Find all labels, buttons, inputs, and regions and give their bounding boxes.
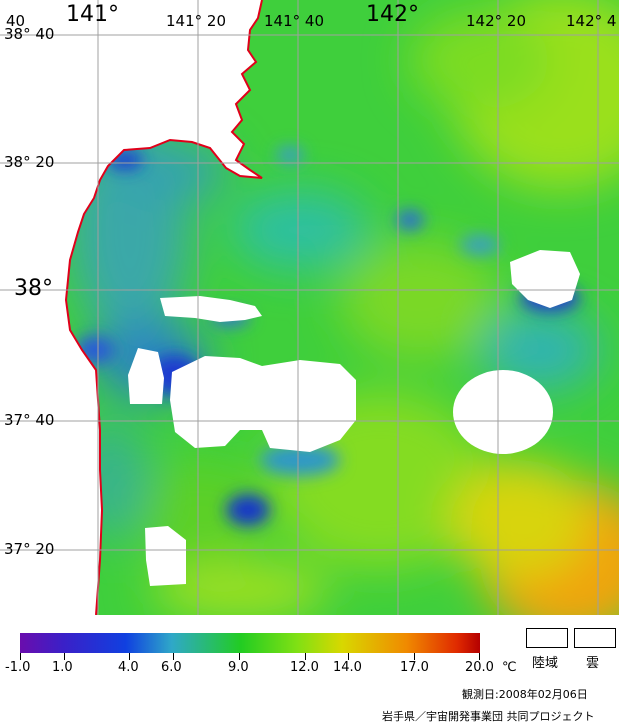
lat-label: 37° 40 xyxy=(4,411,55,429)
lon-label: 142° xyxy=(366,2,419,27)
cloud-area xyxy=(510,250,580,308)
lon-label: 141° xyxy=(66,2,119,27)
cloud-area xyxy=(145,526,186,586)
colorbar-tick xyxy=(305,653,306,660)
colorbar-tick xyxy=(173,653,174,660)
temperature-colorbar xyxy=(20,633,480,653)
cloud-legend-swatch xyxy=(574,628,616,648)
cloud-areas xyxy=(128,250,580,586)
cloud-legend-label: 雲 xyxy=(586,656,600,671)
project-credit: 岩手県／宇宙開発事業団 共同プロジェクト xyxy=(382,710,595,723)
land-area xyxy=(0,0,262,615)
colorbar-tick xyxy=(239,653,240,660)
colorbar-tick xyxy=(64,653,65,660)
graticule xyxy=(0,0,619,615)
lon-label: 40 xyxy=(6,12,26,30)
cloud-area xyxy=(128,348,164,404)
cloud-area xyxy=(160,296,262,322)
cloud-area xyxy=(453,370,553,454)
lon-label: 141° 40 xyxy=(264,12,324,30)
lat-label: 38° xyxy=(14,276,53,301)
lon-label: 142° 20 xyxy=(466,12,526,30)
colorbar-tick-label: 14.0 xyxy=(333,660,362,675)
colorbar-tick-label: -1.0 xyxy=(5,660,31,675)
colorbar-tick xyxy=(129,653,130,660)
cloud-area xyxy=(170,356,356,452)
land-legend-swatch xyxy=(526,628,568,648)
colorbar-tick xyxy=(20,653,21,660)
coastline xyxy=(64,0,263,615)
colorbar-tick-label: 6.0 xyxy=(161,660,182,675)
observation-date: 観測日:2008年02月06日 xyxy=(462,688,588,701)
colorbar-tick xyxy=(414,653,415,660)
colorbar-tick-label: 12.0 xyxy=(290,660,319,675)
lat-label: 38° 20 xyxy=(4,153,55,171)
colorbar-tick-label: 20.0 xyxy=(465,660,494,675)
lat-label: 37° 20 xyxy=(4,540,55,558)
lon-label: 142° 4 xyxy=(566,12,617,30)
colorbar-tick xyxy=(479,653,480,660)
colorbar-tick-label: 9.0 xyxy=(228,660,249,675)
colorbar-unit: ℃ xyxy=(502,660,517,675)
sst-map: 38° 40 38° 20 38° 37° 40 37° 20 40 141° … xyxy=(0,0,619,615)
lon-label: 141° 20 xyxy=(166,12,226,30)
colorbar-tick xyxy=(348,653,349,660)
colorbar-tick-label: 17.0 xyxy=(400,660,429,675)
colorbar-tick-label: 1.0 xyxy=(52,660,73,675)
colorbar-tick-label: 4.0 xyxy=(118,660,139,675)
lat-label: 38° 40 xyxy=(4,25,55,43)
land-legend-label: 陸域 xyxy=(532,656,559,671)
